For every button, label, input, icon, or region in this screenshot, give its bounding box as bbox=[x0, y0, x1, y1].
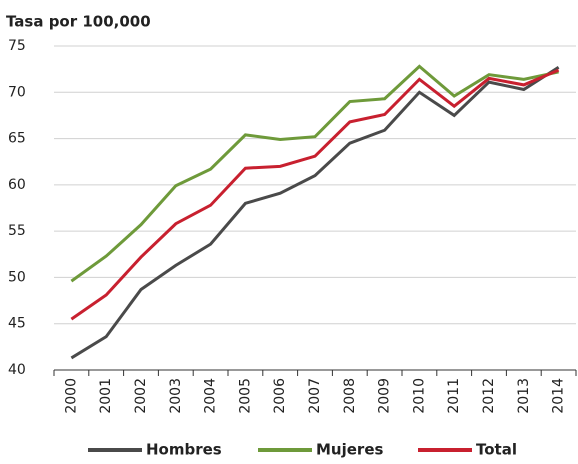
x-tick-label: 2008 bbox=[342, 378, 358, 414]
y-tick-label: 75 bbox=[8, 38, 26, 54]
y-tick-label: 50 bbox=[8, 269, 26, 285]
x-tick-label: 2000 bbox=[63, 378, 79, 414]
y-tick-label: 60 bbox=[8, 177, 26, 193]
x-tick-label: 2010 bbox=[411, 378, 427, 414]
series-line bbox=[70, 66, 560, 360]
x-tick-label: 2013 bbox=[516, 378, 532, 414]
x-tick-label: 2005 bbox=[237, 378, 253, 414]
y-tick-label: 65 bbox=[8, 131, 26, 147]
y-tick-label: 40 bbox=[8, 362, 26, 378]
x-tick-label: 2002 bbox=[133, 378, 149, 414]
legend-label: Hombres bbox=[146, 441, 222, 459]
x-tick-label: 2003 bbox=[168, 378, 184, 414]
legend-label: Total bbox=[476, 441, 517, 459]
x-tick-label: 2007 bbox=[307, 378, 323, 414]
y-tick-label: 45 bbox=[8, 316, 26, 332]
series-line bbox=[70, 64, 559, 283]
x-tick-label: 2009 bbox=[377, 378, 393, 414]
x-tick-label: 2012 bbox=[481, 378, 497, 414]
chart-title: Tasa por 100,000 bbox=[6, 13, 151, 31]
x-tick-label: 2001 bbox=[98, 378, 114, 414]
x-tick-label: 2004 bbox=[203, 378, 219, 414]
x-tick-label: 2011 bbox=[446, 378, 462, 414]
legend-label: Mujeres bbox=[316, 441, 383, 459]
x-tick-label: 2014 bbox=[551, 378, 567, 414]
y-tick-label: 55 bbox=[8, 223, 26, 239]
x-tick-label: 2006 bbox=[272, 378, 288, 414]
series-line bbox=[70, 68, 560, 321]
y-tick-label: 70 bbox=[8, 84, 26, 100]
